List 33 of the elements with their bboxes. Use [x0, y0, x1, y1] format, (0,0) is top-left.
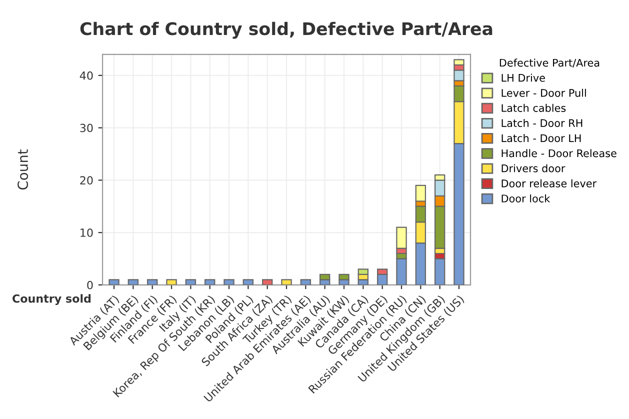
chart-title: Chart of Country sold, Defective Part/Area [80, 22, 492, 39]
y-tick-label: 40 [80, 71, 93, 80]
y-tick-label: 20 [80, 176, 93, 185]
bar [396, 258, 407, 285]
legend-label: Handle - Door Release [502, 149, 616, 158]
legend-label: Latch - Door LH [502, 134, 581, 142]
bar [185, 279, 196, 285]
bar [242, 279, 254, 285]
bar [281, 279, 292, 285]
bar [300, 279, 312, 285]
bar [204, 279, 216, 285]
legend-label: Door lock [502, 194, 550, 202]
legend-label: Latch cables [502, 104, 566, 112]
bar [128, 279, 139, 285]
y-axis-title: Count [18, 149, 28, 190]
bar [147, 279, 158, 285]
bar [262, 279, 273, 285]
legend-label: Lever - Door Pull [502, 88, 586, 97]
bar [338, 274, 350, 280]
bar [108, 279, 120, 285]
bar [434, 258, 446, 285]
bar [319, 274, 330, 280]
y-tick-label: 30 [80, 124, 93, 132]
y-tick-label: 0 [87, 280, 93, 290]
legend-label: Drivers door [502, 164, 566, 172]
legend-label: Door release lever [502, 179, 597, 188]
legend-label: LH Drive [502, 74, 545, 82]
bar [166, 279, 177, 285]
legend-label: Latch - Door RH [502, 118, 582, 128]
legend-title: Defective Part/Area [500, 58, 600, 68]
x-axis-title: Country sold [12, 294, 91, 305]
y-tick-label: 10 [80, 228, 93, 237]
bar [224, 279, 234, 285]
